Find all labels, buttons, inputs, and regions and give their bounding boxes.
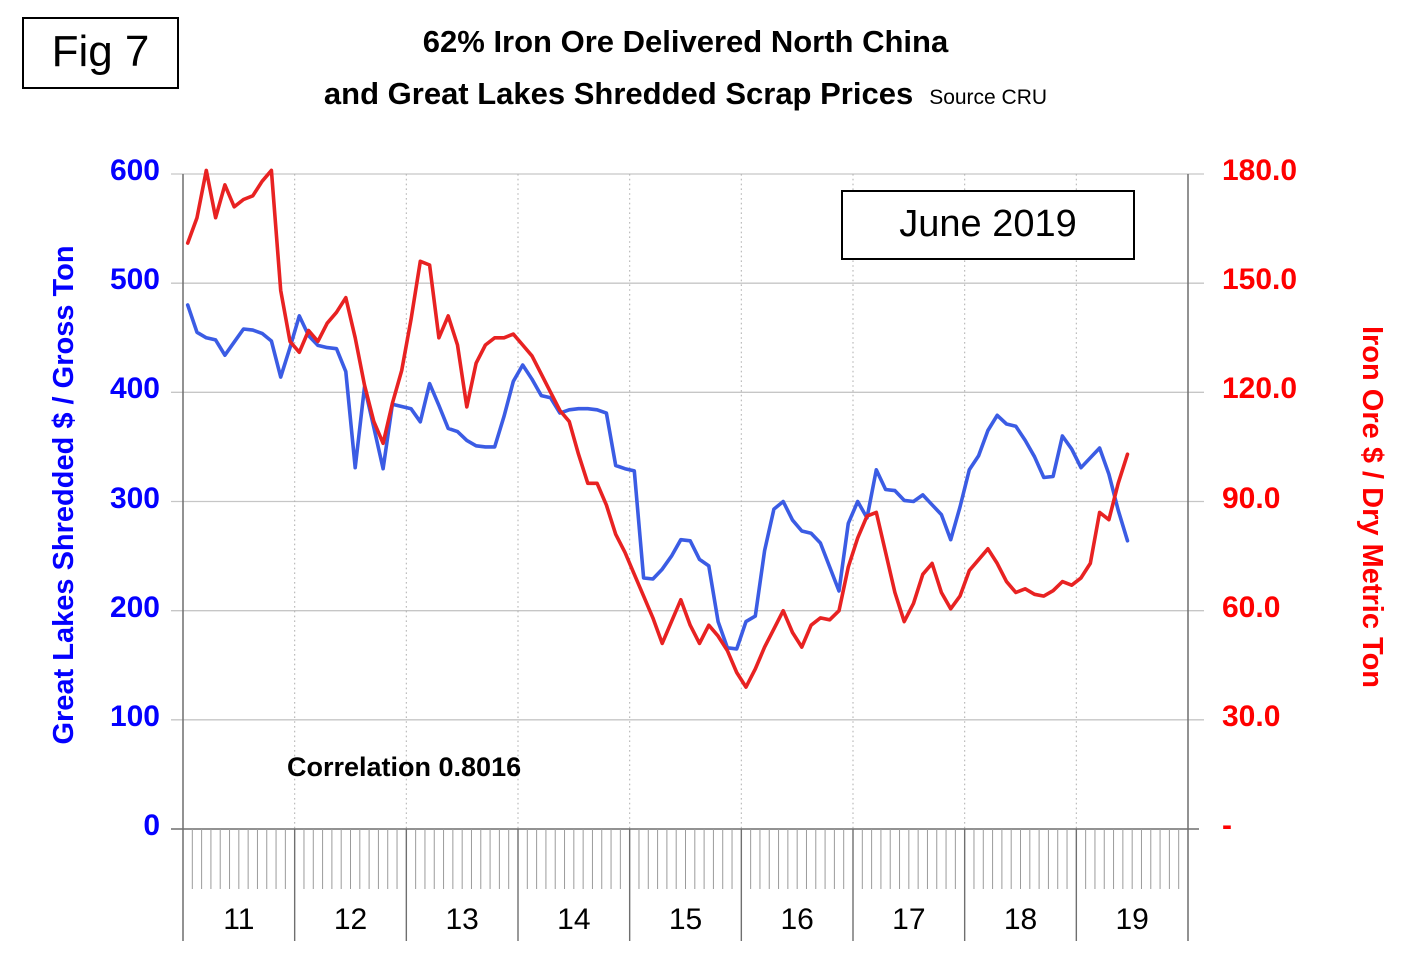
date-annotation-label: June 2019 [899,203,1077,245]
left-axis-tick-label: 0 [143,809,160,842]
x-axis-year-label: 13 [445,903,479,936]
right-axis-title: Iron Ore $ / Dry Metric Ton [1356,325,1388,689]
left-axis-tick-label: 300 [109,481,160,515]
left-axis-tick-label: 100 [109,699,160,733]
source-note: Source CRU [929,86,1048,109]
right-axis-tick-label: 150.0 [1222,263,1298,297]
x-axis-year-label: 11 [223,903,255,936]
right-axis-tick-label: - [1222,809,1232,842]
right-axis-tick-label: 120.0 [1222,372,1298,406]
right-axis-tick-label: 60.0 [1222,590,1281,624]
chart-title-line2-text: and Great Lakes Shredded Scrap Prices [323,76,914,111]
left-axis-tick-label: 400 [109,372,160,406]
chart-title-line2: and Great Lakes Shredded Scrap Prices Sou… [183,76,1188,112]
x-axis-year-label: 14 [557,903,591,936]
date-annotation-box: June 2019 [841,190,1135,260]
x-axis-year-label: 12 [333,903,368,936]
correlation-annotation: Correlation 0.8016 [287,752,522,782]
figure-number-box: Fig 7 [22,17,179,89]
scrap-price-line [185,303,1130,651]
left-axis-tick-label: 600 [109,154,160,187]
right-axis-tick-label: 90.0 [1222,481,1281,515]
left-axis-tick-label: 200 [109,590,160,624]
chart-title-line1: 62% Iron Ore Delivered North China [422,24,949,59]
x-axis-year-label: 16 [780,903,814,936]
x-axis-year-label: 17 [892,903,926,936]
right-axis-tick-label: 30.0 [1222,699,1281,733]
figure-number-label: Fig 7 [51,27,150,76]
x-axis-year-label: 18 [1003,903,1038,936]
x-axis-year-label: 15 [668,903,703,936]
left-axis-tick-label: 500 [109,263,160,297]
x-axis-year-label: 19 [1115,903,1149,936]
iron-ore-price-line [185,168,1130,689]
right-axis-tick-label: 180.0 [1222,154,1298,187]
